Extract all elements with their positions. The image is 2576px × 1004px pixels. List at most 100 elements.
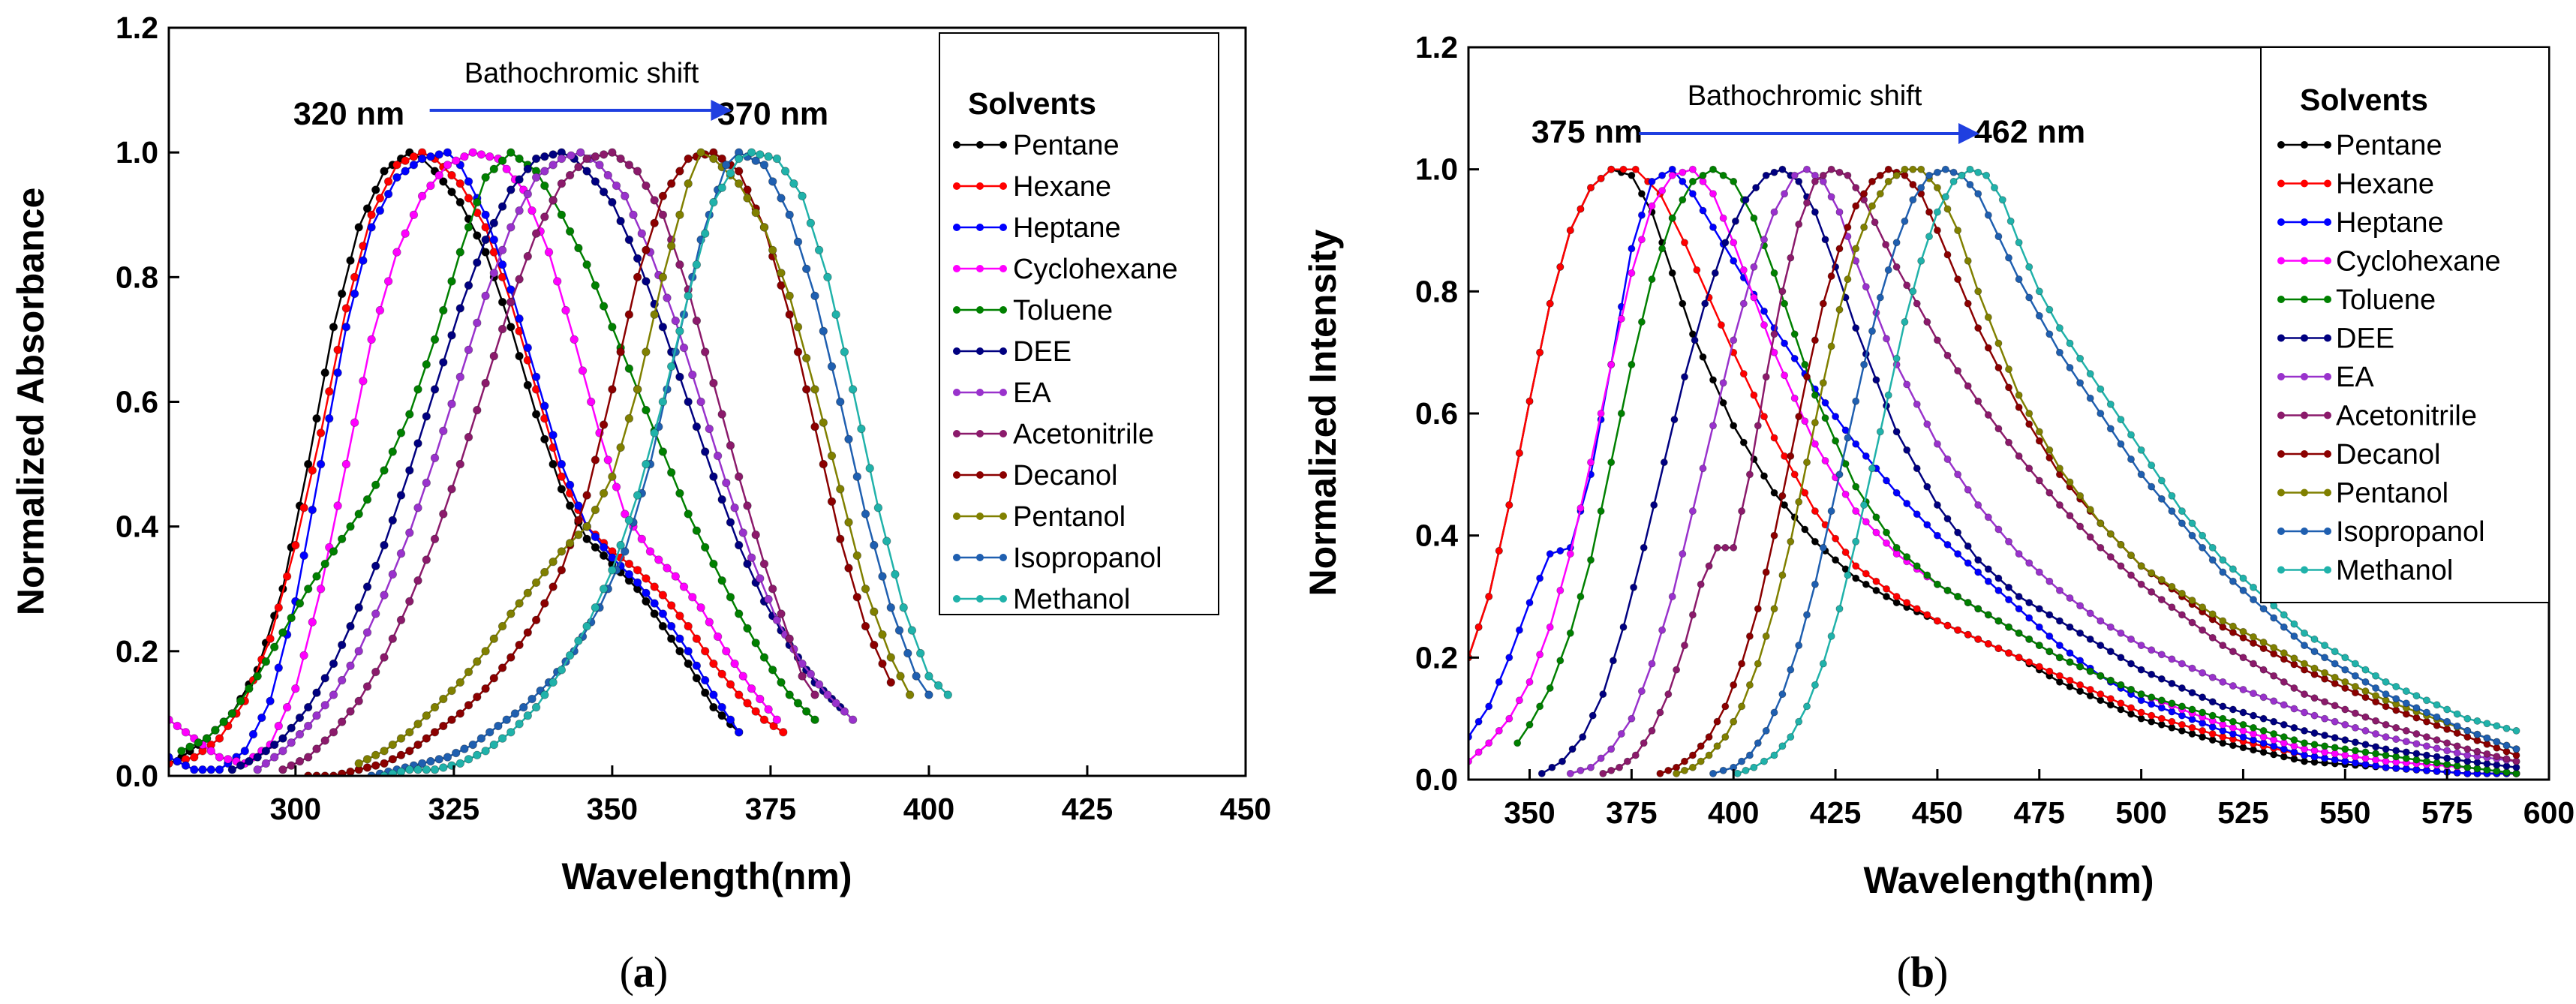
data-point bbox=[642, 277, 651, 286]
data-point bbox=[1984, 513, 1992, 522]
data-point bbox=[338, 289, 347, 299]
data-point bbox=[574, 243, 583, 253]
data-point bbox=[434, 170, 443, 180]
data-point bbox=[2361, 741, 2370, 749]
data-point bbox=[455, 759, 465, 768]
data-point bbox=[2310, 664, 2319, 672]
data-point bbox=[1778, 571, 1787, 579]
legend-marker bbox=[2277, 257, 2285, 265]
data-point bbox=[1984, 344, 1992, 352]
data-point bbox=[696, 148, 705, 157]
data-point bbox=[574, 636, 583, 645]
data-point bbox=[304, 753, 313, 762]
data-point bbox=[1597, 507, 1605, 516]
data-point bbox=[2055, 617, 2064, 625]
data-point bbox=[1525, 678, 1534, 686]
data-point bbox=[494, 721, 503, 731]
data-point bbox=[2117, 699, 2125, 708]
data-point bbox=[392, 161, 401, 170]
data-point bbox=[2341, 678, 2349, 686]
data-point bbox=[1637, 211, 1646, 219]
data-point bbox=[624, 235, 634, 245]
data-point bbox=[1711, 269, 1719, 277]
data-point bbox=[743, 699, 752, 708]
data-point bbox=[1607, 458, 1616, 467]
data-point bbox=[1738, 702, 1746, 711]
data-point bbox=[455, 709, 465, 718]
data-point bbox=[574, 516, 583, 525]
data-point bbox=[405, 747, 414, 756]
legend-label: EA bbox=[1013, 377, 1051, 409]
data-point bbox=[519, 702, 528, 712]
data-point bbox=[531, 410, 541, 419]
data-point bbox=[608, 472, 617, 481]
data-point bbox=[1607, 766, 1616, 774]
data-point bbox=[633, 254, 642, 263]
data-point bbox=[692, 661, 702, 670]
data-point bbox=[447, 399, 456, 409]
legend-marker bbox=[2277, 528, 2285, 535]
series-heptane bbox=[1468, 165, 2520, 777]
data-point bbox=[1617, 730, 1625, 738]
data-point bbox=[1811, 507, 1819, 516]
data-point bbox=[388, 755, 398, 764]
data-point bbox=[1994, 339, 2003, 347]
data-point bbox=[1628, 269, 1636, 277]
data-point bbox=[810, 385, 819, 394]
data-point bbox=[2086, 370, 2094, 378]
data-point bbox=[1882, 585, 1890, 593]
legend-marker bbox=[2277, 566, 2285, 574]
data-point bbox=[844, 434, 853, 444]
data-point bbox=[1827, 342, 1835, 350]
data-point bbox=[464, 432, 473, 442]
data-point bbox=[510, 709, 520, 718]
data-point bbox=[1599, 769, 1607, 777]
data-point bbox=[497, 324, 507, 334]
data-point bbox=[1844, 275, 1852, 284]
legend-marker bbox=[2277, 141, 2285, 149]
data-point bbox=[1656, 769, 1664, 777]
data-point bbox=[1811, 336, 1819, 344]
absorbance-legend: Solvents PentaneHexaneHeptaneCyclohexane… bbox=[939, 32, 1219, 615]
data-point bbox=[380, 466, 389, 475]
data-point bbox=[2361, 748, 2370, 756]
data-point bbox=[1852, 507, 1860, 516]
legend-marker bbox=[999, 389, 1007, 396]
data-point bbox=[1943, 540, 1952, 549]
data-point bbox=[2310, 648, 2319, 656]
data-point bbox=[1778, 690, 1787, 699]
series-line bbox=[371, 151, 930, 776]
data-point bbox=[2127, 552, 2135, 560]
data-point bbox=[1966, 165, 1974, 173]
legend-marker bbox=[976, 389, 984, 396]
data-point bbox=[658, 621, 668, 631]
data-point bbox=[1664, 766, 1673, 774]
data-point bbox=[1688, 190, 1697, 198]
data-point bbox=[206, 765, 216, 774]
data-point bbox=[2402, 726, 2410, 735]
data-point bbox=[287, 723, 296, 733]
data-point bbox=[1658, 626, 1667, 634]
data-point bbox=[2178, 660, 2186, 668]
data-point bbox=[1719, 398, 1727, 407]
data-point bbox=[2422, 733, 2430, 741]
data-point bbox=[751, 208, 760, 218]
data-point bbox=[1827, 632, 1835, 640]
y-tick-label: 1.0 bbox=[1415, 152, 1458, 187]
data-point bbox=[1821, 457, 1829, 465]
data-point bbox=[1852, 184, 1860, 192]
data-point bbox=[320, 701, 329, 710]
data-point bbox=[2249, 690, 2257, 698]
data-point bbox=[717, 669, 726, 679]
data-point bbox=[1923, 482, 1931, 491]
data-point bbox=[409, 161, 419, 170]
data-point bbox=[650, 609, 659, 618]
data-point bbox=[2443, 717, 2451, 726]
data-point bbox=[772, 615, 782, 625]
data-point bbox=[2239, 720, 2247, 729]
data-point bbox=[557, 459, 567, 469]
data-point bbox=[1713, 742, 1721, 750]
data-point bbox=[2168, 582, 2176, 591]
data-point bbox=[2199, 603, 2207, 612]
data-point bbox=[405, 466, 414, 475]
